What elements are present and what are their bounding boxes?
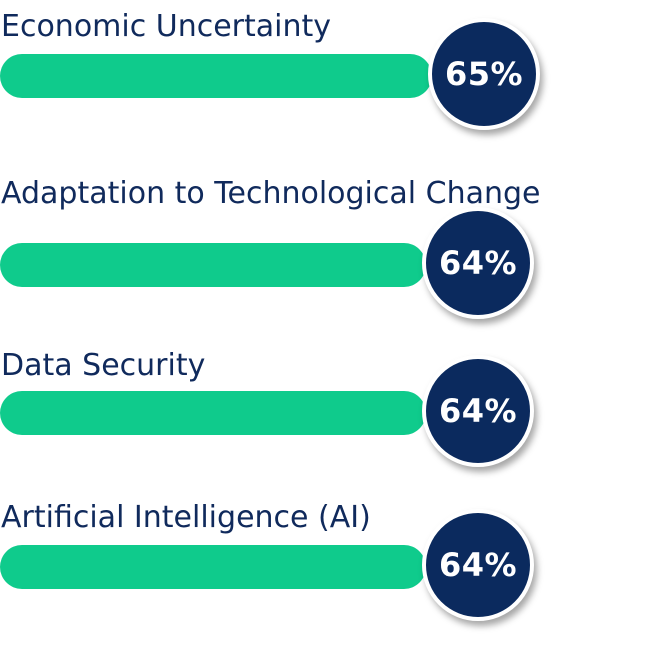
value-badge: 64% [422, 355, 534, 467]
value-badge: 64% [422, 509, 534, 621]
value-label: 65% [444, 55, 524, 93]
data-bar [0, 243, 426, 287]
value-label: 64% [438, 244, 518, 282]
category-label: Economic Uncertainty [1, 9, 332, 44]
value-label: 64% [438, 392, 518, 430]
data-bar [0, 54, 432, 98]
category-label: Data Security [1, 348, 206, 383]
data-bar [0, 545, 426, 589]
value-label: 64% [438, 546, 518, 584]
value-badge: 64% [422, 207, 534, 319]
category-label: Adaptation to Technological Change [1, 176, 541, 211]
value-badge: 65% [428, 18, 540, 130]
data-bar [0, 391, 426, 435]
category-label: Artificial Intelligence (AI) [1, 500, 371, 535]
